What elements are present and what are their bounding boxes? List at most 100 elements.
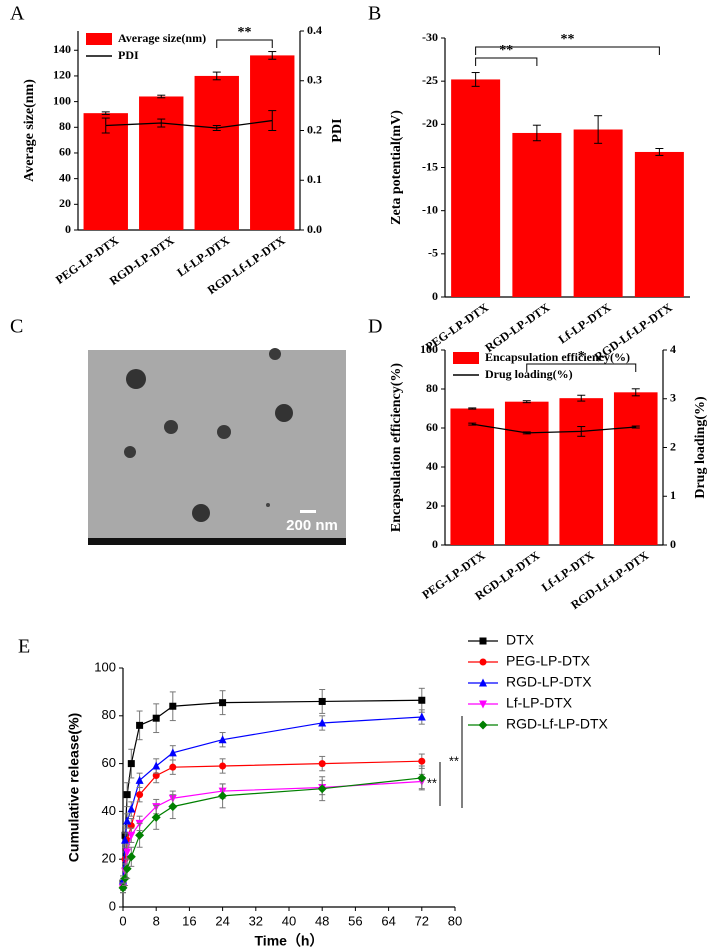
y-tick-label: -15 bbox=[422, 159, 438, 173]
legend-swatch bbox=[86, 33, 112, 45]
micrograph-caption-strip bbox=[88, 538, 346, 545]
error-bar bbox=[268, 51, 277, 60]
bar bbox=[450, 408, 495, 545]
x-tick-label: 48 bbox=[315, 913, 329, 928]
micrograph: 200 nm bbox=[88, 348, 346, 545]
marker bbox=[135, 830, 145, 840]
marker bbox=[127, 804, 136, 813]
x-tick-label: 64 bbox=[381, 913, 395, 928]
x-tick-label: RGD-LP-DTX bbox=[482, 300, 552, 355]
y-tick-label: 40 bbox=[426, 459, 438, 473]
significance-label: ** bbox=[561, 32, 575, 47]
significance-label: ** bbox=[427, 775, 437, 790]
y-axis-label: Encapsulation efficiency(%) bbox=[389, 363, 404, 532]
y-tick-label: -30 bbox=[422, 30, 438, 44]
y-tick-label: 60 bbox=[426, 420, 438, 434]
y2-tick-label: 0.4 bbox=[307, 23, 322, 37]
error-bar bbox=[468, 422, 477, 426]
y-tick-label: 20 bbox=[426, 498, 438, 512]
error-bar bbox=[212, 125, 221, 131]
marker bbox=[152, 714, 160, 722]
marker bbox=[417, 712, 426, 721]
x-tick-label: 32 bbox=[249, 913, 263, 928]
x-tick-label: 8 bbox=[153, 913, 160, 928]
bar bbox=[512, 132, 562, 297]
marker bbox=[317, 784, 327, 794]
marker bbox=[127, 831, 136, 840]
chart-panel: A 0 20 40 60 80 100 120 140 Average size(nm) 0.0 0.… bbox=[10, 3, 345, 298]
legend-label: PEG-LP-DTX bbox=[506, 653, 591, 669]
bar bbox=[250, 55, 295, 230]
error-bar bbox=[268, 110, 277, 131]
y-tick-label: -25 bbox=[422, 73, 438, 87]
marker bbox=[152, 772, 160, 780]
legend-label: Drug loading(%) bbox=[485, 367, 573, 381]
y-tick-label: -5 bbox=[428, 246, 438, 260]
y2-tick-label: 0.3 bbox=[307, 73, 322, 87]
marker bbox=[169, 702, 177, 710]
marker bbox=[168, 748, 177, 757]
significance-label: ** bbox=[449, 753, 459, 768]
significance-label: * bbox=[578, 349, 585, 364]
y2-tick-label: 3 bbox=[670, 391, 676, 405]
error-bar bbox=[471, 72, 480, 87]
marker bbox=[418, 696, 426, 704]
line bbox=[122, 716, 422, 881]
y-tick-label: 60 bbox=[102, 755, 116, 770]
marker bbox=[123, 848, 132, 857]
legend-label: RGD-LP-DTX bbox=[506, 674, 592, 690]
marker bbox=[135, 775, 144, 784]
y-tick-label: 100 bbox=[420, 342, 438, 356]
y2-axis-label: PDI bbox=[330, 118, 345, 142]
bar bbox=[573, 129, 623, 297]
x-tick-label: 80 bbox=[448, 913, 462, 928]
line bbox=[122, 760, 422, 886]
legend-marker bbox=[478, 720, 488, 730]
error-bar bbox=[522, 431, 531, 435]
marker bbox=[218, 735, 227, 744]
panel-label: B bbox=[368, 3, 381, 25]
legend-swatch bbox=[453, 352, 479, 364]
line bbox=[122, 699, 422, 884]
legend-label: Lf-LP-DTX bbox=[506, 695, 573, 711]
bar bbox=[451, 79, 501, 297]
marker bbox=[219, 699, 227, 707]
line bbox=[105, 119, 273, 129]
panel-label: D bbox=[368, 316, 382, 338]
y2-axis-label: Drug loading(%) bbox=[693, 396, 708, 499]
line bbox=[122, 777, 422, 889]
marker bbox=[127, 760, 135, 768]
marker bbox=[169, 763, 177, 771]
particle bbox=[217, 425, 231, 439]
legend-label: DTX bbox=[506, 632, 535, 648]
error-bar bbox=[157, 94, 166, 99]
scale-bar bbox=[300, 510, 316, 513]
marker bbox=[126, 852, 136, 862]
error-bar bbox=[522, 400, 531, 404]
y-tick-label: 0 bbox=[109, 898, 116, 913]
panel-label: A bbox=[10, 3, 25, 25]
panel-label: E bbox=[18, 636, 30, 658]
bar bbox=[194, 75, 239, 230]
error-bar bbox=[157, 118, 166, 128]
y-axis-label: Average size(nm) bbox=[22, 79, 37, 182]
x-tick-label: 16 bbox=[182, 913, 196, 928]
x-tick-label: 56 bbox=[348, 913, 362, 928]
chart-panel: E 0 20 40 60 80 100 Cumulative release(%) 0 8 16 24… bbox=[18, 632, 609, 949]
y2-tick-label: 4 bbox=[670, 342, 676, 356]
error-bar bbox=[101, 111, 110, 115]
error-bar bbox=[468, 407, 477, 410]
particle bbox=[269, 348, 281, 360]
marker bbox=[418, 757, 426, 765]
legend-marker bbox=[479, 700, 487, 709]
y-tick-label: 40 bbox=[59, 170, 71, 184]
bar bbox=[504, 401, 549, 545]
particle bbox=[275, 404, 293, 422]
y-tick-label: 60 bbox=[59, 145, 71, 159]
panel-label: C bbox=[10, 316, 23, 338]
x-tick-label: 40 bbox=[282, 913, 296, 928]
y2-tick-label: 0.0 bbox=[307, 222, 322, 236]
x-axis-label: Time（h） bbox=[255, 933, 324, 949]
